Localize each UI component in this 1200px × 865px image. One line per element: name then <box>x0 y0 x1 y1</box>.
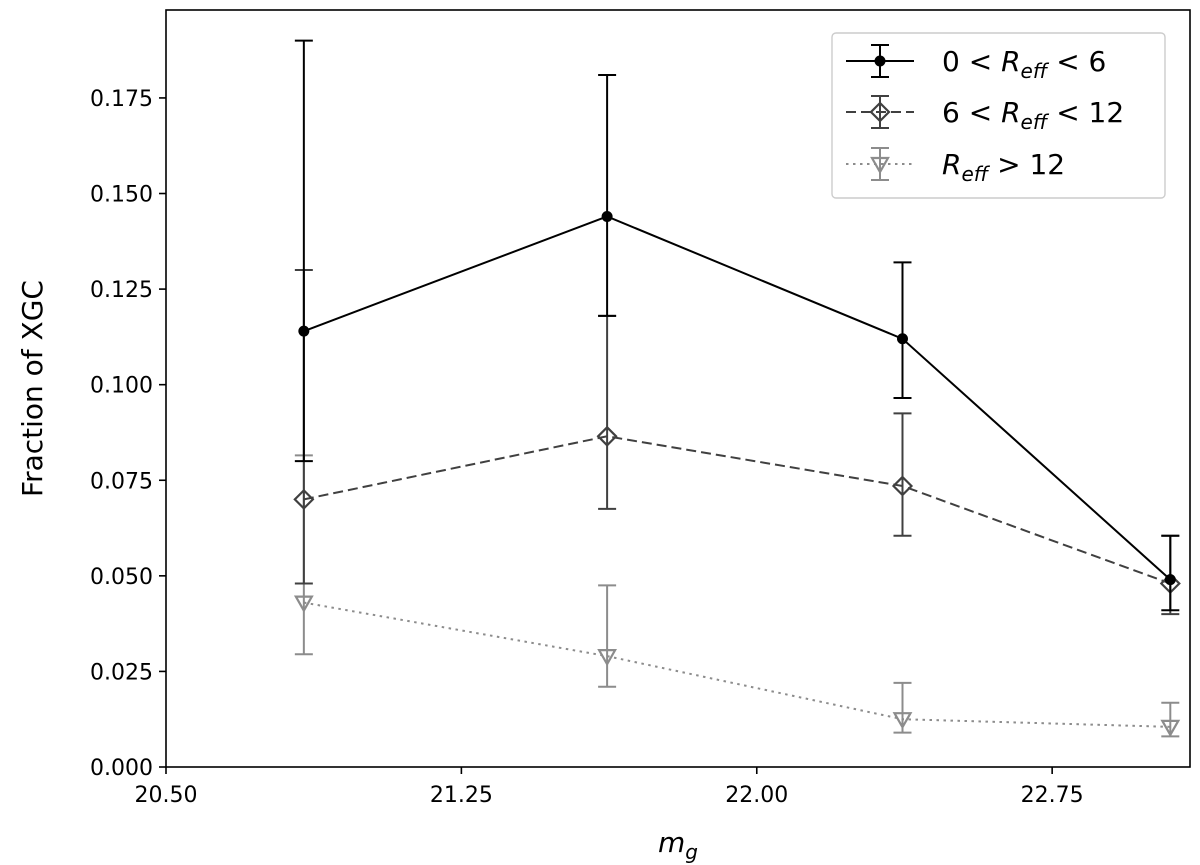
legend: 0 < Reff​ < 6 6 < Reff​ < 12 Reff​ > 12 <box>831 32 1166 199</box>
series-layer <box>293 39 1181 738</box>
plot-area-frame <box>165 9 1191 768</box>
y-tick-label: 0.000 <box>90 756 153 781</box>
series-3 <box>293 454 1181 738</box>
legend-entry-2: 6 < Reff​ < 12 <box>846 95 1124 134</box>
data-point <box>597 649 618 667</box>
data-point <box>892 712 913 730</box>
x-tick-label: 21.25 <box>430 783 493 808</box>
legend-marker <box>870 156 890 175</box>
x-axis: 20.50 21.25 22.00 22.75 <box>135 767 1084 808</box>
x-tick-label: 20.50 <box>135 783 198 808</box>
y-tick-label: 0.075 <box>90 469 153 494</box>
series-line <box>303 601 1171 728</box>
y-tick-label: 0.050 <box>90 565 153 590</box>
series-line <box>303 435 1171 585</box>
series-1 <box>294 39 1180 612</box>
data-point <box>293 595 314 613</box>
legend-label: 0 < Reff​ < 6 <box>942 45 1106 83</box>
legend-label: Reff​ > 12 <box>942 148 1065 186</box>
legend-marker <box>869 101 891 123</box>
legend-entry-3: Reff​ > 12 <box>846 147 1065 186</box>
data-point <box>293 488 315 510</box>
x-tick-label: 22.00 <box>725 783 788 808</box>
data-point <box>596 425 618 447</box>
y-tick-label: 0.175 <box>90 87 153 112</box>
data-point <box>1164 574 1176 586</box>
data-point <box>896 333 908 345</box>
y-axis-title: Fraction of XGC <box>16 280 49 497</box>
y-tick-label: 0.125 <box>90 278 153 303</box>
legend-entry-1: 0 < Reff​ < 6 <box>846 44 1106 83</box>
y-tick-label: 0.150 <box>90 183 153 208</box>
y-tick-label: 0.100 <box>90 374 153 399</box>
y-axis: 0.000 0.025 0.050 0.075 0.100 0.125 0.150 0.175 <box>90 87 166 781</box>
data-point <box>601 210 613 222</box>
data-point <box>1160 719 1181 738</box>
data-point <box>298 325 310 337</box>
legend-marker <box>874 55 886 67</box>
legend-label: 6 < Reff​ < 12 <box>942 96 1124 134</box>
y-tick-label: 0.025 <box>90 660 153 685</box>
legend-box <box>831 32 1166 199</box>
series-line <box>303 215 1171 581</box>
x-tick-label: 22.75 <box>1021 783 1084 808</box>
x-axis-title: mg​ <box>658 826 698 864</box>
data-point <box>891 475 914 497</box>
